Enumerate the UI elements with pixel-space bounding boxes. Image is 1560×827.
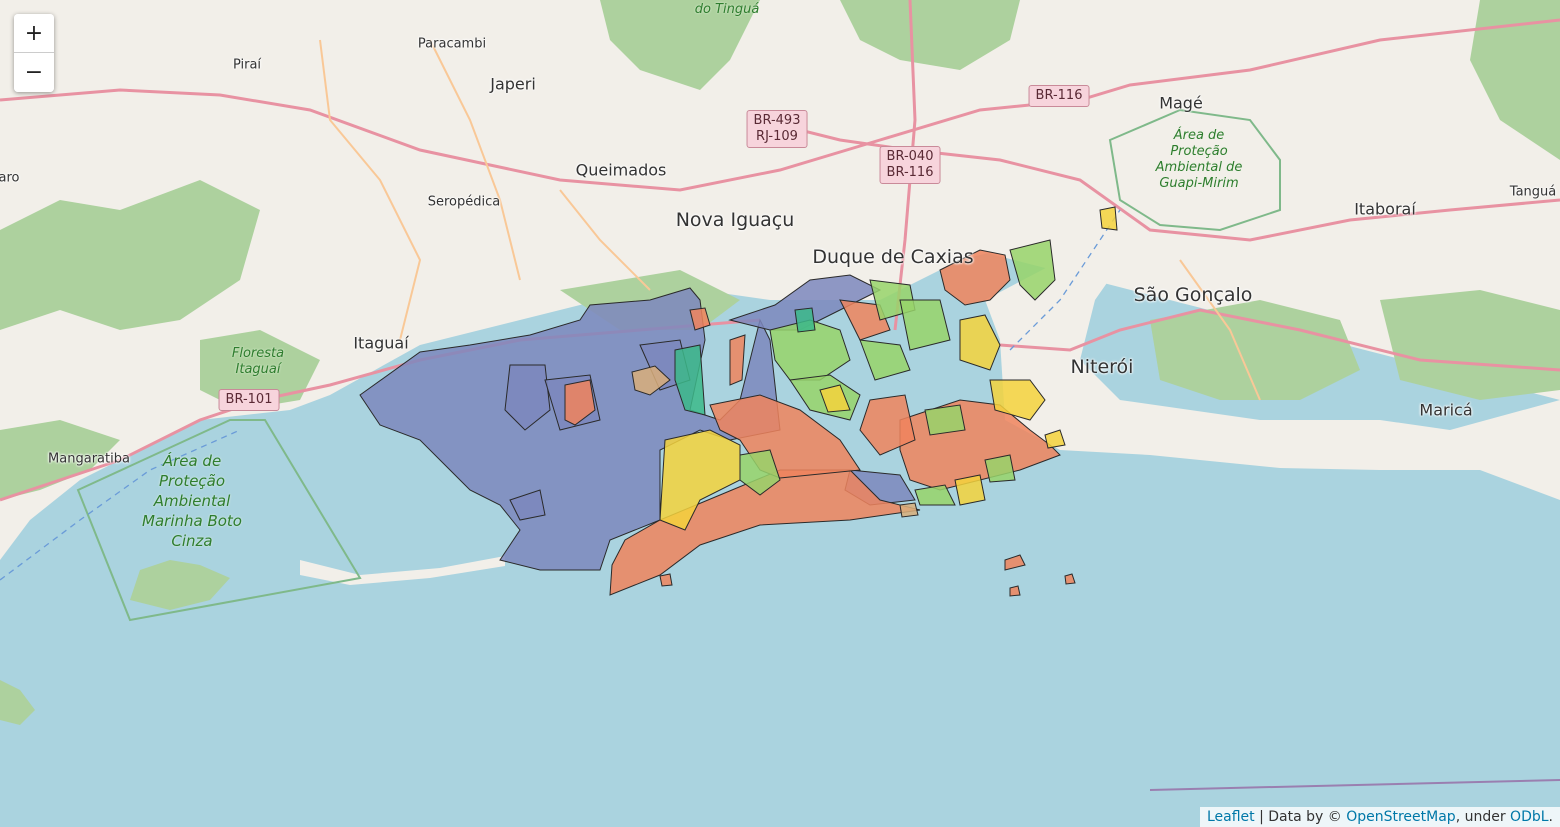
label-queimados: Queimados: [575, 160, 667, 180]
label-sao-goncalo: São Gonçalo: [1133, 284, 1253, 306]
attribution-text-1: | Data by ©: [1254, 809, 1347, 825]
region-west-1[interactable]: [504, 364, 551, 431]
apa-guapi-outline: [1108, 108, 1281, 232]
region-west-6[interactable]: [509, 489, 546, 521]
region-green-10[interactable]: [984, 454, 1016, 483]
region-orange-4[interactable]: [1004, 554, 1026, 571]
road-br493: [759, 118, 1560, 242]
region-orange-3[interactable]: [729, 334, 746, 386]
attribution: Leaflet | Data by © OpenStreetMap, under…: [1199, 807, 1560, 827]
region-yellow-5[interactable]: [1099, 206, 1118, 231]
label-itaborai: Itaboraí: [1354, 199, 1416, 219]
forest-north2: [840, 0, 1020, 70]
forest-east2: [1380, 290, 1560, 400]
shield-br116: BR-116: [1028, 85, 1090, 107]
region-orange-2[interactable]: [689, 307, 711, 331]
label-duque-de-caxias: Duque de Caxias: [812, 246, 974, 268]
forest-east: [1150, 300, 1360, 400]
region-orange-7[interactable]: [659, 573, 673, 587]
label-paracambi: Paracambi: [417, 36, 487, 52]
label-itaguai: Itaguaí: [353, 333, 409, 353]
region-green-5[interactable]: [859, 339, 911, 381]
region-yellow-1[interactable]: [659, 429, 741, 531]
region-orange-1[interactable]: [564, 379, 596, 426]
shield-br493-rj109: BR-493 RJ-109: [746, 110, 808, 148]
attribution-text-3: .: [1548, 809, 1553, 825]
region-green-8[interactable]: [1009, 239, 1056, 301]
region-orange-jacarepagua[interactable]: [709, 394, 861, 479]
region-yellow-2[interactable]: [959, 314, 1001, 371]
ferry-line: [0, 429, 241, 581]
shield-br101: BR-101: [218, 389, 280, 411]
region-tan-2[interactable]: [899, 502, 919, 518]
region-orange-6[interactable]: [1064, 573, 1076, 585]
region-green-4[interactable]: [899, 299, 951, 351]
land-mass: [0, 0, 1560, 500]
region-tan-1[interactable]: [631, 365, 671, 396]
island-sw: [0, 680, 35, 725]
forest-mangaratiba: [0, 420, 120, 500]
region-teal-1[interactable]: [674, 344, 706, 416]
region-yellow-3[interactable]: [989, 379, 1046, 421]
road-secondary3: [1179, 259, 1261, 401]
osm-link[interactable]: OpenStreetMap: [1346, 809, 1456, 825]
road-secondary1: [429, 39, 521, 281]
label-apa-marinha: Área de Proteção Ambiental Marinha Boto …: [142, 452, 242, 550]
forest-west: [0, 180, 260, 330]
region-green-9[interactable]: [924, 404, 966, 436]
road-niteroi: [999, 308, 1560, 372]
marambaia-hills: [130, 560, 230, 610]
label-seropedica: Seropédica: [427, 194, 501, 210]
zoom-in-button[interactable]: +: [14, 14, 54, 53]
label-mage: Magé: [1159, 93, 1203, 113]
region-orange-5[interactable]: [1009, 585, 1021, 597]
label-piraro: aro: [0, 170, 20, 186]
label-mangaratiba: Mangaratiba: [48, 451, 130, 467]
bay-channel: [1009, 209, 1121, 351]
label-tangua: Tanguá: [1509, 184, 1557, 200]
region-orange-tijuca[interactable]: [859, 394, 916, 456]
apa-marinha-outline: [76, 419, 362, 622]
road-secondary2: [559, 189, 651, 291]
zoom-out-button[interactable]: −: [14, 53, 54, 92]
region-yellow-4[interactable]: [954, 474, 986, 506]
region-yellow-6[interactable]: [1044, 429, 1066, 449]
odbl-link[interactable]: ODbL: [1510, 809, 1549, 825]
zoom-control: + −: [14, 14, 54, 92]
attribution-text-2: , under: [1455, 809, 1511, 825]
label-marica: Maricá: [1419, 400, 1473, 420]
forest-north: [600, 0, 760, 90]
region-green-7[interactable]: [914, 484, 956, 506]
label-tingua: do Tinguá: [694, 2, 760, 17]
marambaia-sand: [300, 556, 505, 585]
region-yellow-7[interactable]: [819, 384, 851, 413]
leaflet-link[interactable]: Leaflet: [1206, 809, 1255, 825]
label-floresta-itaguai: Floresta Itaguaí: [231, 346, 285, 377]
label-pirai: Piraí: [232, 57, 262, 73]
label-apa-guapi: Área de Proteção Ambiental de Guapi-Miri…: [1155, 128, 1243, 191]
region-orange-ilha[interactable]: [939, 249, 1011, 306]
label-niteroi: Niterói: [1070, 356, 1134, 378]
ocean-boundary: [1149, 779, 1560, 791]
shield-br040-br116: BR-040 BR-116: [879, 146, 941, 184]
label-japeri: Japeri: [490, 74, 536, 94]
forest-ne: [1470, 0, 1560, 160]
label-nova-iguacu: Nova Iguaçu: [675, 209, 795, 231]
road-br116: [0, 18, 1560, 192]
region-green-1[interactable]: [769, 319, 851, 381]
road-secondary4: [319, 39, 422, 341]
region-teal-2[interactable]: [794, 307, 816, 333]
